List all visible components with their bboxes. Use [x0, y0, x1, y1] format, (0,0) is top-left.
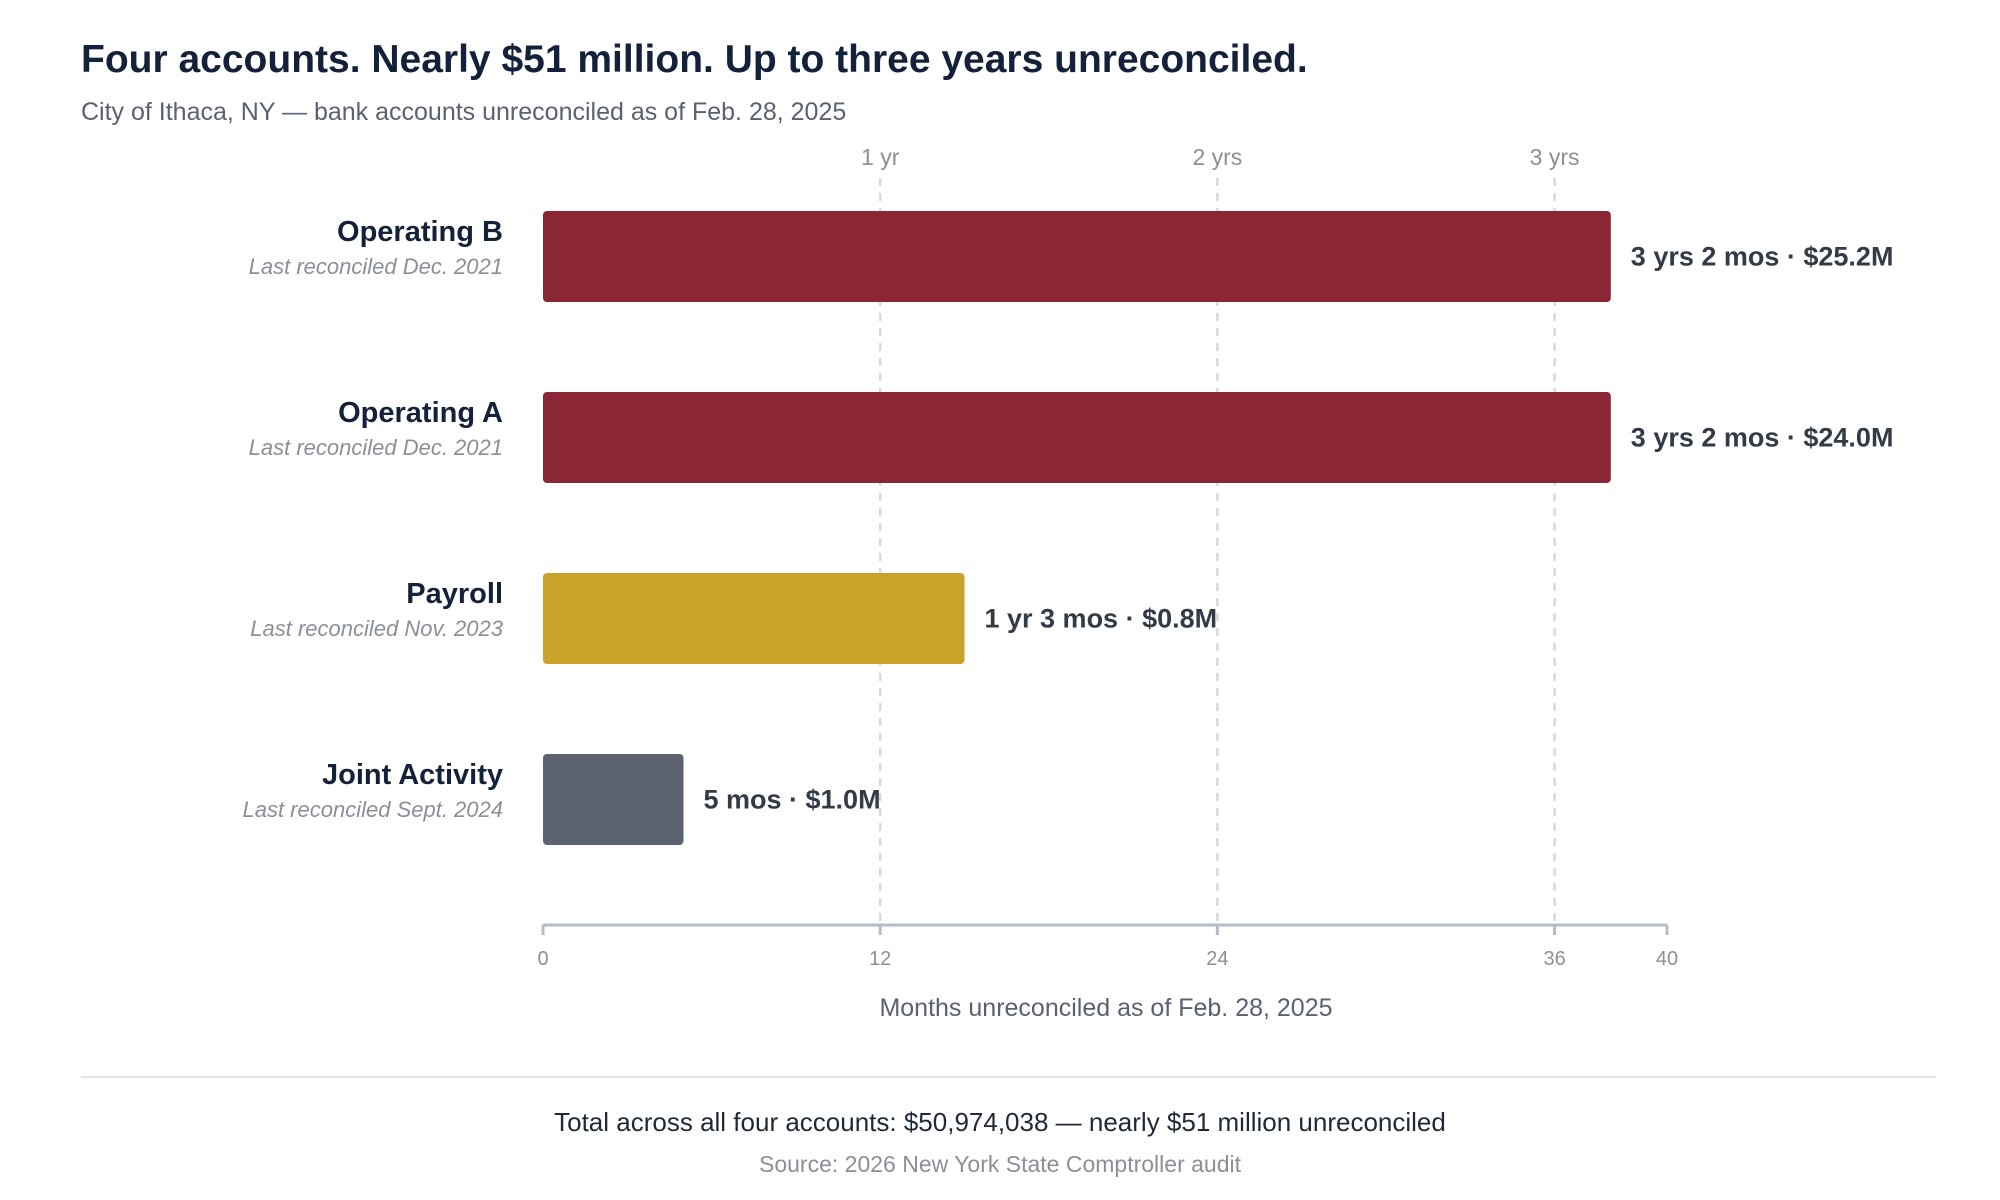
- bars: 3 yrs 2 mos · $25.2M 3 yrs 2 mos · $24.0M…: [543, 211, 1893, 845]
- x-tick-label: 36: [1543, 948, 1565, 970]
- category-sublabel: Last reconciled Dec. 2021: [249, 435, 503, 460]
- bar-chart: 1 yr 2 yrs 3 yrs 3 yrs 2 mos · $25.2M3 yrs…: [242, 144, 1893, 1022]
- category-sublabel: Last reconciled Nov. 2023: [250, 616, 504, 641]
- x-axis-title: Months unreconciled as of Feb. 28, 2025: [879, 994, 1332, 1022]
- reference-lines: 1 yr 2 yrs 3 yrs: [861, 144, 1580, 925]
- chart-subtitle: City of Ithaca, NY — bank accounts unrec…: [81, 98, 847, 126]
- category-sublabel: Last reconciled Dec. 2021: [249, 254, 503, 279]
- reference-line-label: 1 yr: [861, 144, 900, 170]
- bar: [543, 392, 1611, 483]
- category-label: Operating B: [337, 216, 503, 248]
- category-label: Joint Activity: [322, 759, 503, 791]
- reference-line-label: 3 yrs: [1530, 144, 1580, 170]
- category-label: Payroll: [406, 578, 503, 610]
- bar-value-label: 5 mos · $1.0M: [704, 785, 881, 815]
- category-label: Operating A: [338, 397, 503, 429]
- x-tick-label: 40: [1656, 948, 1678, 970]
- x-tick-label: 0: [537, 948, 548, 970]
- chart-title: Four accounts. Nearly $51 million. Up to…: [81, 38, 1308, 81]
- reference-line-label: 2 yrs: [1192, 144, 1242, 170]
- source-note: Source: 2026 New York State Comptroller …: [759, 1151, 1241, 1177]
- footer-divider: [81, 1076, 1936, 1078]
- bar-value-label: 1 yr 3 mos · $0.8M: [985, 604, 1218, 634]
- total-summary: Total across all four accounts: $50,974,…: [554, 1107, 1446, 1137]
- bar: [543, 573, 965, 664]
- category-sublabel: Last reconciled Sept. 2024: [242, 797, 503, 822]
- category-labels: Operating B Last reconciled Dec. 2021 Oper…: [242, 216, 503, 822]
- bar-value-label: 3 yrs 2 mos · $25.2M: [1631, 242, 1894, 272]
- x-tick-label: 24: [1206, 948, 1228, 970]
- x-axis: 0 12 24 36 40: [537, 923, 1678, 970]
- x-tick-label: 12: [869, 948, 891, 970]
- bar: [543, 754, 684, 845]
- bar: [543, 211, 1611, 302]
- bar-value-label: 3 yrs 2 mos · $24.0M: [1631, 423, 1894, 453]
